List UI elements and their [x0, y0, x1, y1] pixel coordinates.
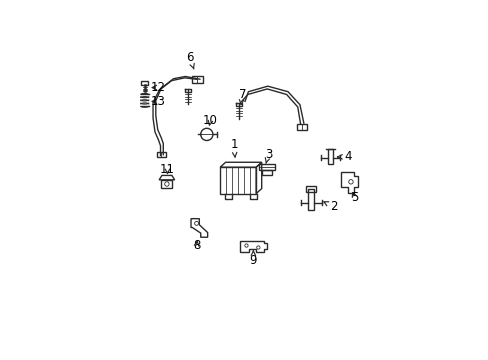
Text: 1: 1: [230, 138, 237, 157]
Text: 12: 12: [150, 81, 165, 94]
Text: 10: 10: [203, 114, 218, 127]
Text: 4: 4: [337, 150, 351, 163]
Text: 2: 2: [323, 200, 337, 213]
Text: 6: 6: [185, 50, 194, 69]
Text: 11: 11: [160, 163, 175, 176]
Text: 3: 3: [264, 148, 272, 163]
Text: 13: 13: [150, 95, 165, 108]
Text: 5: 5: [350, 190, 358, 203]
Text: 9: 9: [249, 251, 257, 267]
Text: 7: 7: [238, 88, 245, 104]
Text: 8: 8: [192, 239, 200, 252]
